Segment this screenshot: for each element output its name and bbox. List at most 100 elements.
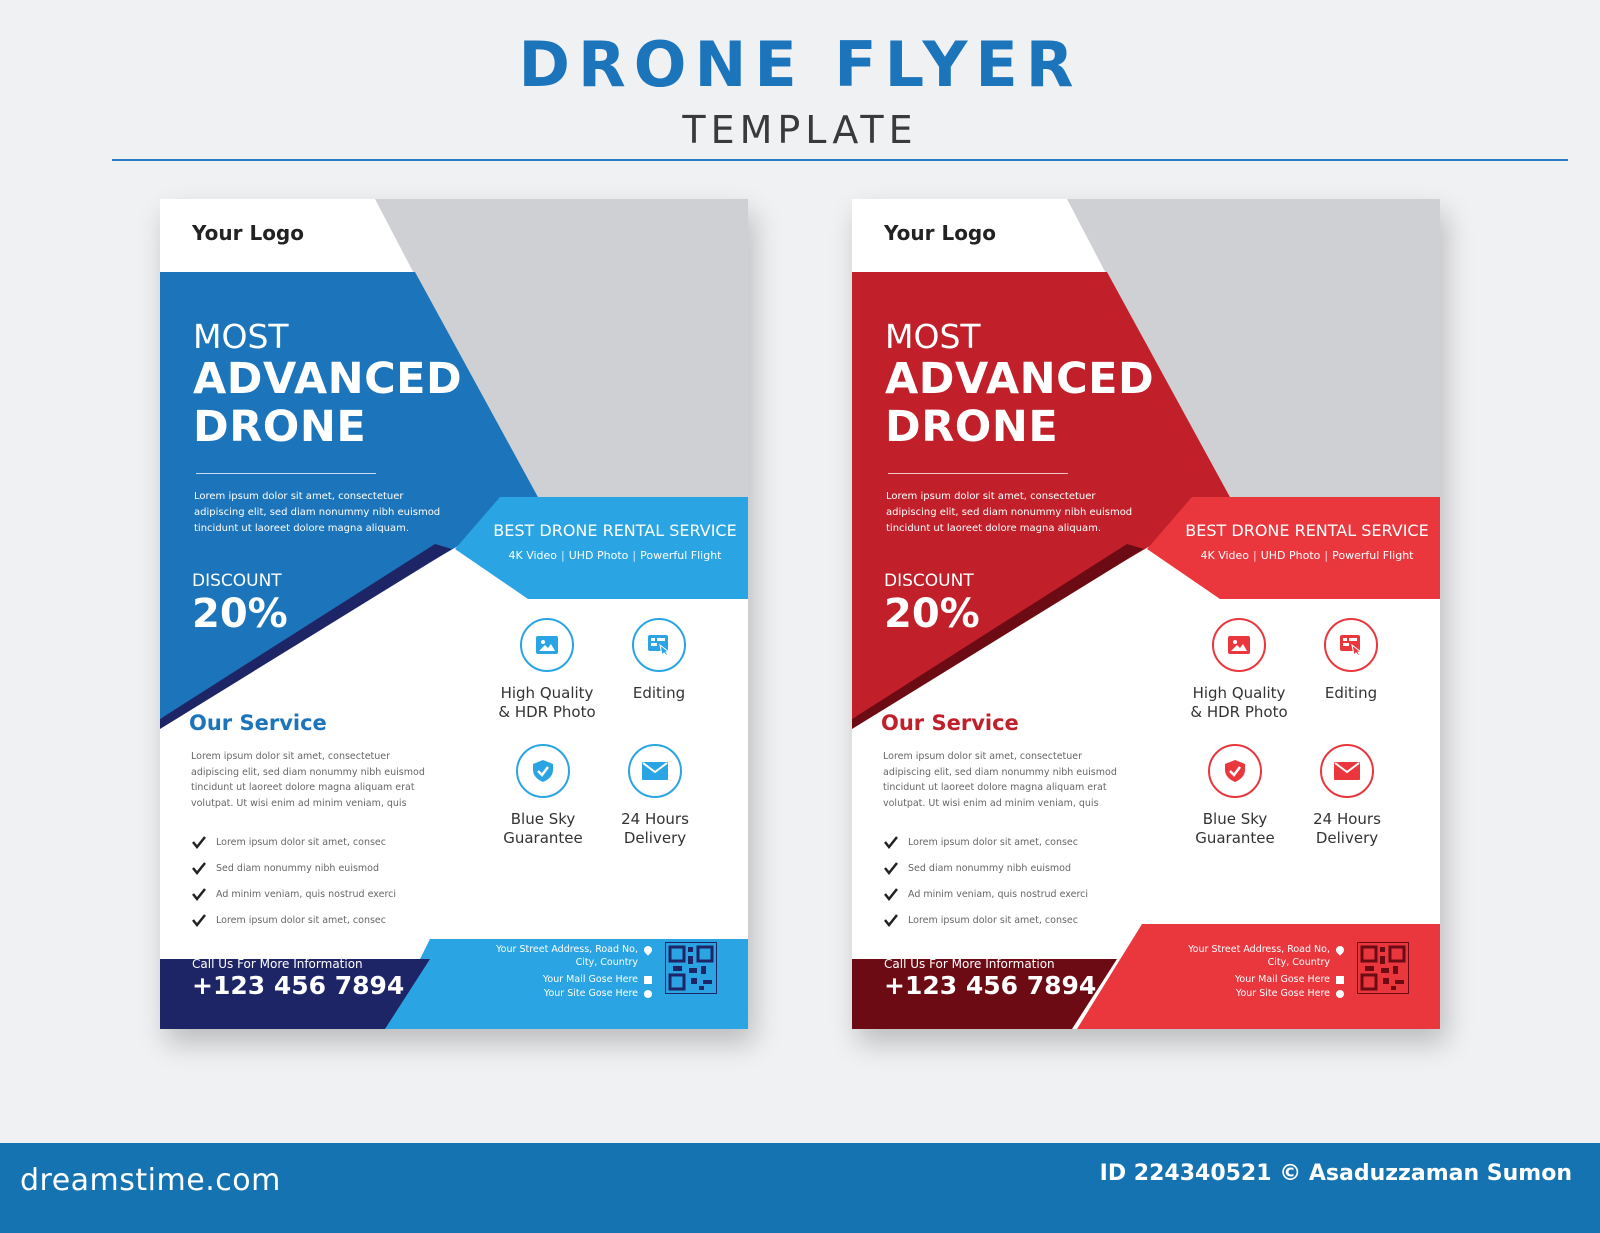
image-credit: ID 224340521 © Asaduzzaman Sumon [1099, 1161, 1572, 1186]
address-text: Your Street Address, Road No, [1188, 944, 1330, 955]
photo-icon [520, 618, 574, 672]
flyer-background-shapes [160, 199, 748, 1029]
service-delivery: 24 Hours Delivery [1287, 744, 1407, 848]
rental-banner [1147, 497, 1440, 599]
globe-icon [644, 989, 652, 998]
location-icon [1334, 943, 1346, 956]
service-label-line-2: Delivery [623, 829, 687, 847]
check-icon [884, 862, 898, 875]
intro-text: Lorem ipsum dolor sit amet, consectetuer… [886, 491, 1133, 534]
editing-icon [1324, 618, 1378, 672]
brand-logo: dreamstime.com [20, 1163, 281, 1198]
service-label-line-1: Editing [632, 684, 686, 702]
address-line-1: Your Street Address, Road No, [460, 943, 654, 956]
mail-text: Your Mail Gose Here [542, 974, 638, 985]
rental-features: 4K Video | UHD Photo | Powerful Flight [1200, 549, 1414, 562]
service-label-line-2: & HDR Photo [1190, 703, 1288, 721]
phone-number: +123 456 7894 [192, 971, 405, 1000]
headline-accent-stripe [160, 544, 452, 729]
service-label-line-2: Guarantee [503, 829, 583, 847]
contact-bar-dark [160, 959, 430, 1029]
logo-text: Your Logo [192, 221, 304, 245]
image-placeholder [1067, 199, 1440, 499]
check-icon [192, 862, 206, 875]
mail-icon [644, 975, 652, 984]
service-hq-photo: High Quality & HDR Photo [487, 618, 607, 722]
list-item-label: Sed diam nonummy nibh euismod [216, 862, 379, 874]
mail-line: Your Mail Gose Here [1152, 973, 1344, 986]
mail-line: Your Mail Gose Here [460, 973, 652, 986]
headline-line-3: DRONE [885, 402, 1059, 452]
service-blue-sky: Blue Sky Guarantee [483, 744, 603, 848]
list-item-label: Ad minim veniam, quis nostrud exerci [216, 888, 397, 900]
page-title: DRONE FLYER [518, 28, 1082, 101]
shield-icon [516, 744, 570, 798]
phone-number: +123 456 7894 [884, 971, 1097, 1000]
headline-line-2: ADVANCED [193, 354, 463, 404]
list-item: Lorem ipsum dolor sit amet, consec [884, 829, 1104, 855]
our-service-text: Lorem ipsum dolor sit amet, consectetuer… [883, 751, 1117, 809]
site-line: Your Site Gose Here [1152, 987, 1344, 1000]
headline-line-2: ADVANCED [885, 354, 1155, 404]
address-line-2: City, Country [1152, 956, 1344, 969]
feature-powerful-flight: Powerful Flight [640, 549, 722, 562]
check-icon [192, 914, 206, 927]
site-text: Your Site Gose Here [1235, 988, 1330, 999]
headline-line-3: DRONE [193, 402, 367, 452]
site-line: Your Site Gose Here [460, 987, 652, 1000]
rental-title: BEST DRONE RENTAL SERVICE [1185, 521, 1429, 540]
qr-code-icon [665, 942, 717, 994]
envelope-icon [628, 744, 682, 798]
list-item: Lorem ipsum dolor sit amet, consec [884, 907, 1104, 933]
address-line-2: City, Country [460, 956, 652, 969]
footer-bar: dreamstime.com ID 224340521 © Asaduzzama… [0, 1143, 1600, 1233]
list-item: Sed diam nonummy nibh euismod [192, 855, 412, 881]
feature-uhd-photo: UHD Photo [1260, 549, 1321, 562]
image-placeholder [375, 199, 748, 499]
checklist: Lorem ipsum dolor sit amet, consec Sed d… [884, 829, 1104, 933]
list-item-label: Lorem ipsum dolor sit amet, consec [908, 914, 1078, 926]
service-label-line-2: & HDR Photo [498, 703, 596, 721]
photo-icon [1212, 618, 1266, 672]
location-icon [642, 943, 654, 956]
service-label-line-1: Editing [1324, 684, 1378, 702]
list-item-label: Sed diam nonummy nibh euismod [908, 862, 1071, 874]
list-item-label: Lorem ipsum dolor sit amet, consec [908, 836, 1078, 848]
editing-icon [632, 618, 686, 672]
feature-powerful-flight: Powerful Flight [1332, 549, 1414, 562]
rental-banner [455, 497, 748, 599]
check-icon [192, 836, 206, 849]
qr-code-icon [1357, 942, 1409, 994]
contact-bar-light [385, 939, 748, 1029]
list-item-label: Ad minim veniam, quis nostrud exerci [908, 888, 1089, 900]
check-icon [884, 836, 898, 849]
check-icon [884, 888, 898, 901]
service-label-line-1: High Quality [500, 684, 594, 702]
list-item: Sed diam nonummy nibh euismod [884, 855, 1104, 881]
check-icon [192, 888, 206, 901]
service-label-line-2: Guarantee [1195, 829, 1275, 847]
feature-uhd-photo: UHD Photo [568, 549, 629, 562]
list-item: Ad minim veniam, quis nostrud exerci [192, 881, 412, 907]
service-blue-sky: Blue Sky Guarantee [1175, 744, 1295, 848]
headline-divider [196, 473, 376, 474]
contact-bar-dark [852, 959, 1117, 1029]
discount-value: 20% [884, 591, 980, 637]
contact-bar-light [1077, 924, 1440, 1029]
globe-icon [1336, 989, 1344, 998]
headline-line-1: MOST [885, 317, 981, 356]
discount-label: DISCOUNT [192, 571, 282, 591]
feature-4k-video: 4K Video [1200, 549, 1250, 562]
service-editing: Editing [1291, 618, 1411, 703]
header-divider [112, 159, 1568, 161]
address-line-1: Your Street Address, Road No, [1152, 943, 1346, 956]
service-label-line-1: Blue Sky [1202, 810, 1268, 828]
logo-text: Your Logo [884, 221, 996, 245]
list-item: Lorem ipsum dolor sit amet, consec [192, 907, 412, 933]
discount-value: 20% [192, 591, 288, 637]
our-service-title: Our Service [881, 711, 1019, 735]
flyer-red: Your Logo MOST ADVANCED DRONE Lorem ipsu… [852, 199, 1440, 1029]
rental-features: 4K Video | UHD Photo | Powerful Flight [508, 549, 722, 562]
checklist: Lorem ipsum dolor sit amet, consec Sed d… [192, 829, 412, 933]
service-editing: Editing [599, 618, 719, 703]
